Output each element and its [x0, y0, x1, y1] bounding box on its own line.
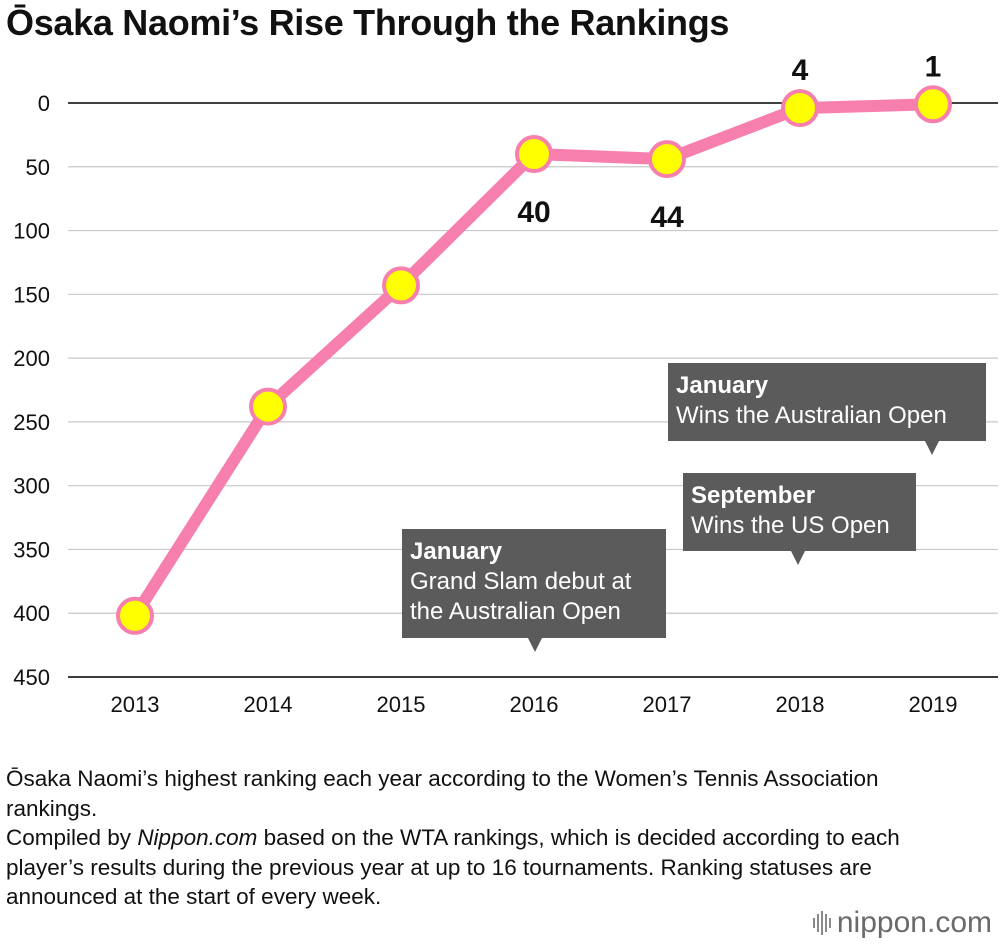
x-tick-label: 2014 [244, 692, 293, 717]
callout-text: Wins the US Open [691, 512, 890, 539]
callout-heading: January [410, 538, 503, 565]
logo-bars-icon [812, 909, 831, 937]
x-tick-label: 2018 [776, 692, 825, 717]
y-tick-label: 150 [13, 282, 50, 307]
source-name: Nippon.com [137, 825, 258, 850]
logo-text: nippon.com [836, 906, 992, 939]
data-label: 40 [517, 196, 550, 229]
y-tick-label: 450 [13, 665, 50, 690]
y-tick-label: 200 [13, 346, 50, 371]
callout-pointer [791, 551, 805, 565]
x-tick-label: 2019 [909, 692, 958, 717]
y-tick-label: 400 [13, 601, 50, 626]
data-label: 44 [650, 201, 684, 234]
callout-2019: January Wins the Australian Open [668, 363, 986, 455]
data-point-marker [781, 89, 819, 128]
line-chart: 0 50 100 150 200 250 300 350 400 450 2013 2014 2015… [13, 50, 998, 717]
callout-heading: September [691, 482, 816, 509]
callout-text: the Australian Open [410, 598, 621, 625]
data-point-marker [648, 140, 686, 179]
footnote: Ōsaka Naomi’s highest ranking each year … [6, 764, 926, 912]
y-tick-label: 350 [13, 537, 50, 562]
y-tick-label: 0 [38, 91, 50, 116]
callout-heading: January [676, 372, 769, 399]
x-tick-label: 2013 [111, 692, 160, 717]
data-point-marker [515, 135, 553, 174]
ranking-series [116, 85, 952, 635]
x-tick-label: 2016 [510, 692, 559, 717]
data-point-marker [914, 85, 952, 124]
data-point-marker [116, 596, 154, 635]
nippon-logo: nippon.com [812, 906, 992, 940]
y-axis-ticks: 0 50 100 150 200 250 300 350 400 450 [13, 91, 50, 690]
footnote-source: Compiled by Nippon.com based on the WTA … [6, 825, 900, 909]
callout-pointer [528, 638, 542, 652]
footnote-description: Ōsaka Naomi’s highest ranking each year … [6, 766, 879, 821]
y-tick-label: 250 [13, 410, 50, 435]
callout-2016: January Grand Slam debut at the Australi… [402, 529, 666, 652]
callout-text: Grand Slam debut at [410, 568, 632, 595]
data-label: 1 [925, 50, 942, 83]
callout-pointer [925, 441, 939, 455]
data-point-marker [249, 387, 287, 426]
y-tick-label: 300 [13, 474, 50, 499]
data-labels: 40 444 1 [517, 50, 941, 234]
x-tick-label: 2017 [643, 692, 692, 717]
y-tick-label: 100 [13, 219, 50, 244]
callout-2018: September Wins the US Open [683, 473, 916, 565]
y-tick-label: 50 [26, 155, 50, 180]
data-label: 4 [792, 54, 809, 87]
chart-title: Ōsaka Naomi’s Rise Through the Rankings [6, 2, 730, 43]
x-axis-ticks: 2013 2014 2015 2016 2017 2018 2019 [111, 692, 958, 717]
x-tick-label: 2015 [377, 692, 426, 717]
callout-text: Wins the Australian Open [676, 402, 947, 429]
data-point-marker [382, 266, 420, 305]
